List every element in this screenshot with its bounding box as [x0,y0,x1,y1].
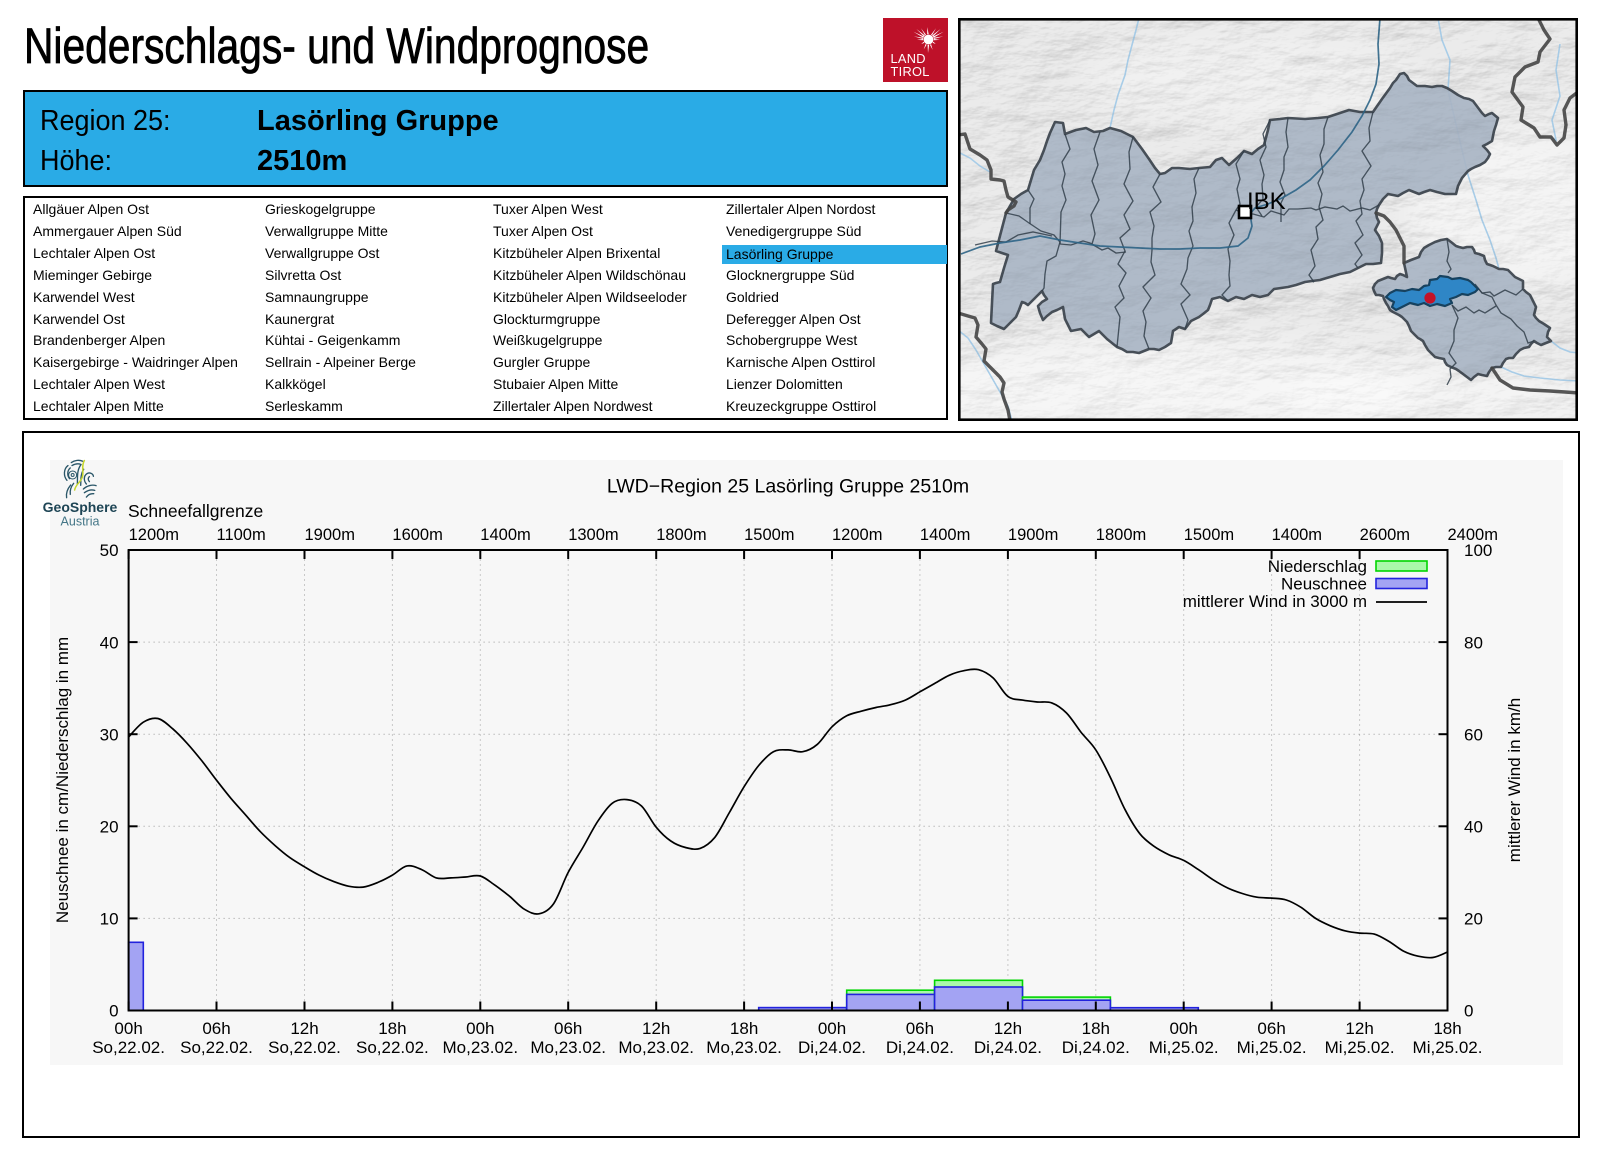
svg-text:Mi,25.02.: Mi,25.02. [1413,1038,1483,1057]
svg-text:40: 40 [1464,818,1483,837]
svg-text:1200m: 1200m [832,526,882,544]
svg-text:18h: 18h [378,1019,406,1038]
svg-text:Niederschlag: Niederschlag [1268,557,1367,576]
svg-text:40: 40 [100,633,119,652]
svg-text:80: 80 [1464,633,1483,652]
svg-text:So,22.02.: So,22.02. [268,1038,341,1057]
svg-text:00h: 00h [466,1019,494,1038]
svg-text:1600m: 1600m [392,526,442,544]
svg-text:mittlerer Wind in km/h: mittlerer Wind in km/h [1505,698,1524,862]
svg-text:Schneefallgrenze: Schneefallgrenze [128,501,263,521]
svg-text:1900m: 1900m [1008,526,1058,544]
svg-text:12h: 12h [290,1019,318,1038]
svg-text:10: 10 [100,910,119,929]
svg-text:Di,24.02.: Di,24.02. [1062,1038,1130,1057]
svg-text:LWD−Region 25 Lasörling Gruppe: LWD−Region 25 Lasörling Gruppe 2510m [607,476,969,498]
svg-text:Di,24.02.: Di,24.02. [798,1038,866,1057]
svg-text:60: 60 [1464,725,1483,744]
svg-text:12h: 12h [994,1019,1022,1038]
svg-text:0: 0 [1464,1002,1473,1021]
svg-text:06h: 06h [554,1019,582,1038]
svg-text:20: 20 [1464,910,1483,929]
svg-text:1400m: 1400m [920,526,970,544]
svg-text:Mi,25.02.: Mi,25.02. [1149,1038,1219,1057]
svg-text:IBK: IBK [1247,188,1286,215]
svg-text:2400m: 2400m [1448,526,1498,544]
svg-text:Di,24.02.: Di,24.02. [886,1038,954,1057]
svg-text:Neuschnee: Neuschnee [1281,575,1367,594]
svg-text:1800m: 1800m [656,526,706,544]
svg-text:Mo,23.02.: Mo,23.02. [618,1038,694,1057]
svg-text:1800m: 1800m [1096,526,1146,544]
svg-text:GeoSphere: GeoSphere [43,499,118,515]
svg-text:mittlerer Wind in 3000 m: mittlerer Wind in 3000 m [1183,592,1367,611]
svg-text:TIROL: TIROL [891,64,930,79]
svg-text:100: 100 [1464,541,1492,560]
svg-text:So,22.02.: So,22.02. [180,1038,253,1057]
svg-text:1100m: 1100m [217,526,266,544]
svg-text:1200m: 1200m [129,526,179,544]
svg-text:00h: 00h [114,1019,142,1038]
svg-text:1400m: 1400m [1272,526,1322,544]
svg-text:30: 30 [100,725,119,744]
svg-text:12h: 12h [642,1019,670,1038]
svg-text:18h: 18h [1082,1019,1110,1038]
svg-text:18h: 18h [1433,1019,1461,1038]
svg-text:Mo,23.02.: Mo,23.02. [442,1038,518,1057]
svg-text:1400m: 1400m [480,526,530,544]
svg-text:18h: 18h [730,1019,758,1038]
svg-text:50: 50 [100,541,119,560]
svg-text:00h: 00h [1170,1019,1198,1038]
svg-text:1900m: 1900m [305,526,355,544]
svg-text:So,22.02.: So,22.02. [356,1038,429,1057]
svg-text:Mi,25.02.: Mi,25.02. [1237,1038,1307,1057]
svg-text:20: 20 [100,818,119,837]
svg-text:Di,24.02.: Di,24.02. [974,1038,1042,1057]
svg-text:Mo,23.02.: Mo,23.02. [706,1038,782,1057]
svg-text:06h: 06h [202,1019,230,1038]
svg-text:Mi,25.02.: Mi,25.02. [1325,1038,1395,1057]
svg-text:06h: 06h [1257,1019,1285,1038]
svg-text:06h: 06h [906,1019,934,1038]
svg-text:0: 0 [109,1002,118,1021]
svg-text:1300m: 1300m [568,526,618,544]
svg-text:LAND: LAND [891,51,926,66]
svg-text:Austria: Austria [61,515,100,529]
svg-text:2600m: 2600m [1360,526,1410,544]
svg-text:00h: 00h [818,1019,846,1038]
svg-text:12h: 12h [1345,1019,1373,1038]
svg-text:1500m: 1500m [1184,526,1234,544]
svg-text:So,22.02.: So,22.02. [92,1038,165,1057]
svg-text:Mo,23.02.: Mo,23.02. [530,1038,606,1057]
svg-text:Neuschnee in cm/Niederschlag i: Neuschnee in cm/Niederschlag in mm [53,637,72,923]
svg-text:1500m: 1500m [744,526,794,544]
